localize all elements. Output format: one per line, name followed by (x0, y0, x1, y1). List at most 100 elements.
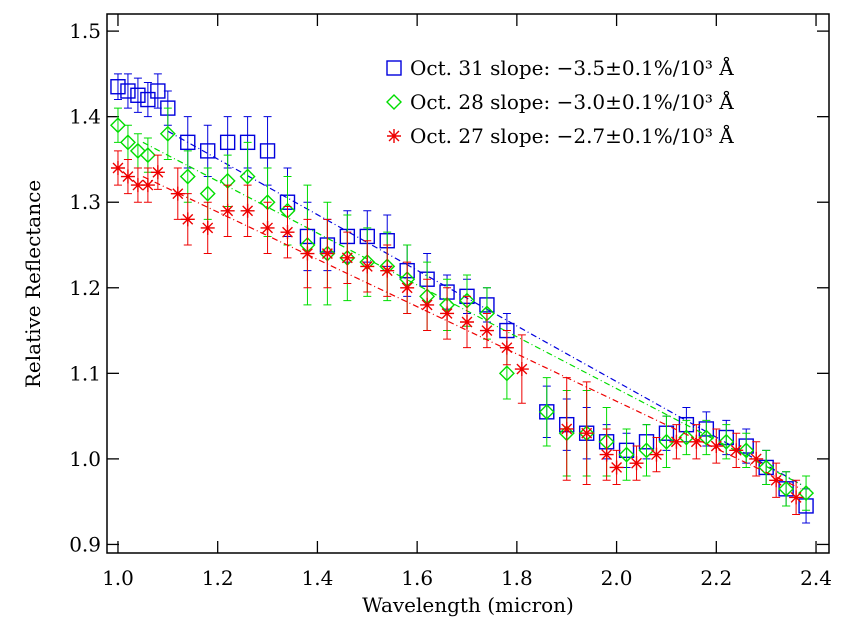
marker (140, 178, 155, 193)
marker (609, 460, 624, 475)
error-bar (742, 432, 751, 468)
marker (179, 168, 196, 185)
marker (219, 134, 236, 151)
marker (400, 280, 415, 295)
marker (649, 447, 664, 462)
marker (718, 433, 735, 450)
x-tick-label: 2.0 (601, 566, 633, 590)
error-bar (682, 419, 691, 456)
marker (199, 185, 216, 202)
marker (729, 443, 744, 458)
marker (110, 79, 126, 95)
marker (498, 365, 515, 382)
marker (678, 429, 695, 446)
legend-label: Oct. 28 slope: −3.0±0.1%/10³ Å (410, 89, 734, 114)
x-tick-label: 1.2 (202, 566, 234, 590)
marker (789, 490, 804, 505)
marker (460, 315, 475, 329)
x-tick-label: 2.2 (700, 566, 732, 590)
error-bar (642, 424, 651, 477)
marker (120, 169, 135, 184)
marker (360, 259, 375, 274)
marker (499, 340, 514, 355)
error-bar (762, 449, 771, 486)
y-tick-label: 1.0 (69, 447, 101, 471)
legend-marker (387, 129, 401, 143)
marker (220, 203, 235, 218)
marker (180, 212, 195, 227)
marker (658, 433, 675, 450)
marker (180, 134, 196, 151)
marker (320, 246, 335, 261)
marker (259, 143, 276, 159)
marker (110, 161, 125, 175)
marker (280, 225, 295, 240)
error-bar (722, 424, 731, 460)
marker (300, 246, 315, 261)
marker (559, 421, 574, 436)
y-tick-label: 1.5 (69, 19, 101, 43)
x-tick-label: 1.0 (102, 566, 134, 590)
y-tick-label: 0.9 (69, 532, 101, 556)
fit-line (167, 130, 802, 486)
error-bar (143, 81, 152, 118)
x-tick-label: 1.6 (401, 566, 433, 590)
marker (440, 306, 455, 321)
marker (778, 480, 795, 497)
marker (240, 203, 255, 218)
error-bar (702, 419, 711, 456)
marker (698, 429, 715, 446)
error-bar (622, 428, 631, 481)
legend-marker (386, 94, 402, 110)
marker (170, 186, 185, 201)
marker (139, 147, 156, 164)
marker (758, 459, 775, 476)
marker (130, 178, 145, 193)
y-tick-label: 1.3 (69, 190, 101, 214)
error-bar (782, 471, 791, 507)
marker (159, 125, 176, 142)
marker (738, 442, 755, 459)
y-tick-label: 1.4 (69, 105, 101, 129)
marker (599, 447, 614, 462)
marker (618, 446, 635, 463)
marker (420, 297, 435, 312)
y-tick-label: 1.2 (69, 276, 101, 300)
x-tick-label: 1.8 (501, 566, 533, 590)
error-bar (133, 77, 142, 113)
error-bar (133, 133, 142, 169)
marker (200, 143, 216, 159)
fit-line (142, 176, 802, 490)
marker (638, 442, 655, 459)
marker (260, 220, 275, 235)
marker (140, 91, 156, 108)
marker (120, 83, 136, 99)
y-tick-label: 1.1 (69, 361, 101, 385)
fit-line (142, 141, 802, 486)
marker (150, 165, 165, 180)
marker (669, 434, 684, 449)
error-bar (542, 377, 551, 447)
marker (749, 451, 764, 466)
marker (538, 403, 555, 420)
plot-frame (106, 13, 830, 554)
x-axis-label: Wavelength (micron) (362, 593, 574, 617)
marker (579, 426, 594, 441)
y-axis-label: Relative Reflectance (21, 180, 45, 388)
marker (200, 220, 215, 235)
legend-label: Oct. 31 slope: −3.5±0.1%/10³ Å (410, 55, 734, 80)
marker (798, 485, 815, 502)
marker (239, 168, 256, 185)
error-bar (123, 73, 132, 109)
legend-marker (386, 60, 402, 76)
error-bar (113, 73, 122, 101)
marker (129, 142, 146, 159)
marker (380, 263, 395, 278)
marker (119, 134, 136, 151)
marker (340, 250, 355, 265)
marker (629, 456, 644, 471)
marker (689, 434, 704, 449)
marker (109, 117, 126, 134)
legend-label: Oct. 27 slope: −2.7±0.1%/10³ Å (410, 123, 734, 148)
